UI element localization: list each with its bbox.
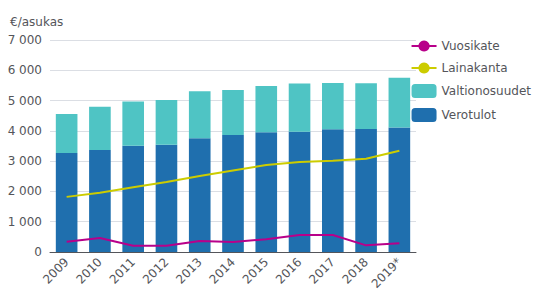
svg-text:2016: 2016 — [273, 255, 304, 286]
svg-text:2017: 2017 — [306, 255, 337, 286]
svg-text:0: 0 — [34, 245, 42, 259]
svg-text:Vuosikate: Vuosikate — [442, 39, 500, 53]
svg-text:Valtionosuudet: Valtionosuudet — [442, 84, 532, 98]
svg-text:2 000: 2 000 — [8, 184, 42, 198]
svg-text:3 000: 3 000 — [8, 154, 42, 168]
svg-text:5 000: 5 000 — [8, 94, 42, 108]
svg-text:1 000: 1 000 — [8, 215, 42, 229]
svg-text:€/asukas: €/asukas — [10, 15, 63, 29]
svg-text:7 000: 7 000 — [8, 33, 42, 47]
svg-text:2009: 2009 — [40, 255, 71, 286]
svg-text:2013: 2013 — [173, 255, 204, 286]
svg-text:6 000: 6 000 — [8, 63, 42, 77]
svg-text:Verotulot: Verotulot — [442, 108, 497, 122]
svg-text:2019*: 2019* — [369, 255, 405, 291]
svg-text:2014: 2014 — [206, 255, 237, 286]
svg-text:2015: 2015 — [240, 255, 271, 286]
svg-text:Lainakanta: Lainakanta — [442, 61, 508, 75]
svg-text:2012: 2012 — [140, 255, 171, 286]
svg-text:2018: 2018 — [340, 255, 371, 286]
svg-text:4 000: 4 000 — [8, 124, 42, 138]
svg-text:2010: 2010 — [73, 255, 104, 286]
svg-text:2011: 2011 — [107, 255, 138, 286]
